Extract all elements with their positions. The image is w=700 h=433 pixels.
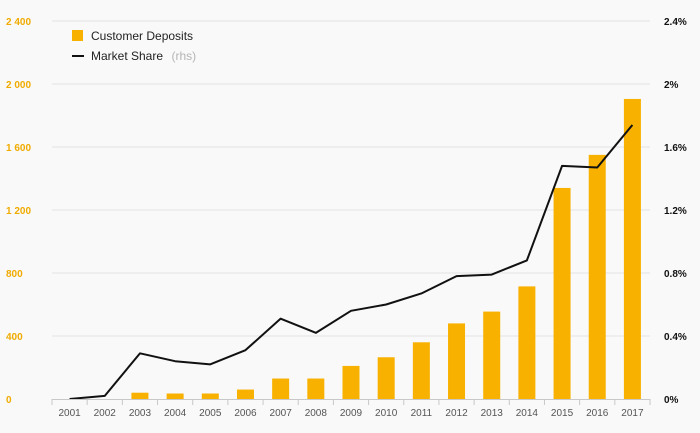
x-tick-label: 2004 <box>164 408 187 419</box>
bar <box>236 389 254 399</box>
bar <box>412 342 430 399</box>
x-tick-label: 2012 <box>445 408 468 419</box>
bar <box>342 365 360 399</box>
y-right-tick-label: 1.2% <box>664 206 687 217</box>
x-tick-label: 2008 <box>305 408 328 419</box>
x-axis: 2001 2002 2003 2004 2005 2006 2007 2008 2009 2010… <box>51 399 651 419</box>
x-tick-label: 2005 <box>199 408 222 419</box>
market-share-line <box>69 124 634 400</box>
y-left-tick-label: 800 <box>6 269 23 280</box>
x-tick-label: 2002 <box>94 408 117 419</box>
legend-rhs-hint: (rhs) <box>171 49 196 63</box>
x-tick-label: 2010 <box>375 408 398 419</box>
y-right-tick-label: 0.4% <box>664 332 687 343</box>
y-right-tick-label: 1.6% <box>664 143 687 154</box>
bar <box>448 323 466 399</box>
bar <box>553 187 571 399</box>
bar-series-customer-deposits <box>131 98 641 400</box>
bar <box>166 393 184 399</box>
bar <box>377 357 395 399</box>
y-left-tick-label: 2 400 <box>6 17 31 28</box>
y-left-tick-label: 400 <box>6 332 23 343</box>
legend-label-customer-deposits: Customer Deposits <box>91 29 193 43</box>
bar <box>588 154 606 399</box>
x-tick-label: 2014 <box>516 408 539 419</box>
y-left-tick-label: 0 <box>6 395 12 406</box>
bar <box>272 378 290 399</box>
x-tick-label: 2009 <box>340 408 363 419</box>
legend-label-market-share: Market Share (rhs) <box>91 47 196 64</box>
x-tick-label: 2006 <box>234 408 257 419</box>
y-right-tick-label: 0.8% <box>664 269 687 280</box>
x-tick-label: 2001 <box>58 408 81 419</box>
y-right-tick-label: 2% <box>664 80 679 91</box>
line-series-market-share <box>69 124 634 400</box>
y-left-tick-label: 2 000 <box>6 80 31 91</box>
x-tick-label: 2007 <box>270 408 293 419</box>
x-tick-label: 2003 <box>129 408 152 419</box>
x-tick-label: 2015 <box>551 408 574 419</box>
x-tick-label: 2013 <box>481 408 504 419</box>
gridlines <box>52 20 650 337</box>
y-left-tick-label: 1 600 <box>6 143 31 154</box>
bar <box>307 378 325 399</box>
x-tick-label: 2011 <box>411 408 433 419</box>
y-right-tick-label: 2.4% <box>664 17 687 28</box>
x-tick-label: 2016 <box>586 408 609 419</box>
x-tick-label: 2017 <box>621 408 644 419</box>
y-left-tick-label: 1 200 <box>6 206 31 217</box>
legend-swatch-customer-deposits <box>72 30 83 41</box>
y-right-tick-label: 0% <box>664 395 679 406</box>
y-axis-left: 0 400 800 1 200 1 600 2 000 2 400 <box>6 17 31 406</box>
legend: Customer Deposits Market Share (rhs) <box>72 29 196 64</box>
bar <box>483 311 501 399</box>
bar <box>623 98 641 400</box>
bar <box>518 286 536 399</box>
y-axis-right: 0% 0.4% 0.8% 1.2% 1.6% 2% 2.4% <box>664 17 687 406</box>
bar <box>201 393 219 399</box>
bar <box>131 392 149 399</box>
